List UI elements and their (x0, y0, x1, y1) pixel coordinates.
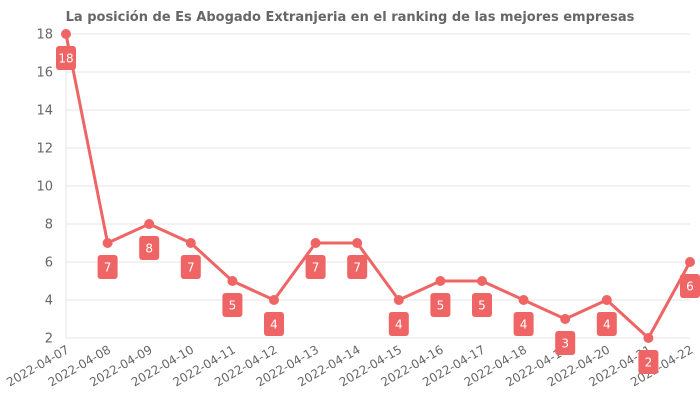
data-label: 7 (180, 255, 201, 279)
data-label-text: 7 (312, 261, 320, 275)
data-label: 7 (97, 255, 118, 279)
data-label: 7 (305, 255, 326, 279)
data-label-text: 6 (686, 280, 694, 294)
data-label-text: 4 (603, 318, 611, 332)
series-line-group (64, 33, 692, 340)
data-point (144, 219, 155, 229)
data-point (601, 295, 612, 305)
data-point (352, 238, 363, 248)
data-label-box (222, 293, 243, 317)
y-tick-label: 8 (45, 218, 53, 233)
data-label-box (97, 255, 118, 279)
data-point (310, 238, 321, 248)
data-label-text: 7 (104, 261, 112, 275)
data-label: 4 (596, 312, 617, 336)
y-tick-label: 6 (45, 256, 53, 271)
data-label: 6 (680, 274, 700, 298)
data-label: 5 (222, 293, 243, 317)
y-tick-label: 18 (36, 28, 53, 43)
data-point (560, 314, 571, 324)
data-label-text: 4 (395, 318, 403, 332)
data-label-box (347, 255, 368, 279)
data-label: 7 (347, 255, 368, 279)
data-point (227, 276, 238, 286)
data-label-box (680, 274, 700, 298)
data-label-text: 18 (58, 52, 73, 66)
data-label-text: 5 (437, 299, 445, 313)
y-tick-label: 10 (36, 180, 53, 195)
data-label-box (264, 312, 284, 336)
data-label: 2 (638, 350, 659, 374)
y-tick-label: 4 (45, 294, 53, 309)
data-point (185, 238, 196, 248)
data-label-box (596, 312, 617, 336)
data-label: 4 (513, 312, 534, 336)
data-label: 8 (139, 236, 160, 260)
data-label-text: 5 (478, 299, 486, 313)
data-label-box (139, 236, 160, 260)
chart-title: La posición de Es Abogado Extranjeria en… (66, 10, 635, 25)
series-line (64, 33, 692, 340)
data-points (61, 29, 695, 343)
data-label: 3 (555, 331, 576, 355)
data-label: 5 (430, 293, 451, 317)
data-label-box (180, 255, 201, 279)
data-label-text: 3 (561, 337, 569, 351)
y-tick-label: 16 (36, 66, 53, 81)
y-tick-label: 14 (36, 104, 53, 119)
data-label-text: 5 (229, 299, 237, 313)
data-label: 4 (388, 312, 409, 336)
data-label-box (513, 312, 534, 336)
data-label: 5 (472, 293, 492, 317)
grid-lines (65, 33, 690, 339)
data-label-box (555, 331, 576, 355)
y-axis-ticks: 2 4 6 8 10 12 14 16 18 (36, 28, 53, 347)
data-point (685, 257, 695, 267)
y-tick-label: 12 (36, 142, 53, 157)
data-label-box (305, 255, 326, 279)
x-axis-ticks: 2022-04-072022-04-082022-04-092022-04-10… (4, 342, 695, 389)
data-point (643, 333, 654, 343)
data-label-text: 7 (353, 261, 361, 275)
data-point (102, 238, 113, 248)
data-point (435, 276, 446, 286)
data-label: 4 (264, 312, 284, 336)
data-label-text: 8 (145, 242, 153, 256)
data-point (61, 29, 71, 39)
data-label-text: 4 (270, 318, 278, 332)
data-label-box (430, 293, 451, 317)
data-label-box (388, 312, 409, 336)
data-point (393, 295, 404, 305)
y-tick-label: 2 (45, 332, 53, 347)
data-point (477, 276, 487, 286)
data-label-text: 4 (520, 318, 528, 332)
data-labels: 18 7 8 7 5 4 7 7 4 5 5 4 3 4 2 6 (56, 46, 700, 374)
data-label-text: 7 (187, 261, 195, 275)
data-label-box (472, 293, 492, 317)
data-label-box (56, 46, 76, 70)
data-point (269, 295, 279, 305)
data-label: 18 (56, 46, 76, 70)
data-point (518, 295, 529, 305)
data-label-text: 2 (645, 356, 653, 370)
data-label-box (638, 350, 659, 374)
